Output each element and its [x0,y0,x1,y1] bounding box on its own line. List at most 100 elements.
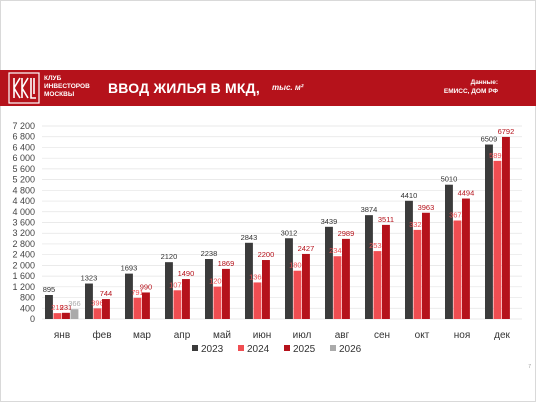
data-label: 6509 [481,135,498,144]
x-tick-label: янв [54,330,70,341]
bar-2025 [502,136,510,319]
page-number: 7 [528,364,531,370]
bar-2023 [205,259,213,319]
y-tick-label: 2 000 [12,260,35,270]
club-name: КЛУБ ИНВЕСТОРОВ МОСКВЫ [44,75,90,99]
data-label: 990 [140,282,153,291]
data-label: 5010 [441,175,458,184]
x-tick-label: фев [92,329,111,341]
x-tick-label: ноя [454,330,471,341]
y-tick-label: 800 [20,293,35,303]
bar-2023 [285,238,293,319]
bar-2024 [93,308,102,319]
data-label: 2238 [201,249,218,258]
bar-2025 [142,292,150,319]
bar-2024 [53,313,62,319]
y-tick-label: 1 200 [12,282,35,292]
source-line: Данные: [470,79,498,86]
bar-2024 [293,270,302,319]
source-line: ЕМИСС, ДОМ РФ [443,88,498,95]
data-label: 1801 [289,261,306,270]
data-label: 2200 [258,250,275,259]
data-label: 1323 [81,274,98,283]
data-label: 2342 [329,246,346,255]
data-label: 3439 [321,217,338,226]
bar-2025 [182,279,190,319]
legend-label: 2025 [293,344,316,355]
legend-label: 2026 [339,344,362,355]
bar-2024 [333,256,342,319]
data-label: 3874 [361,205,378,214]
data-label: 366 [68,299,81,308]
data-label: 3511 [378,215,394,224]
x-tick-label: авг [335,330,350,341]
data-label: 1208 [209,277,226,286]
bar-2025 [462,198,470,319]
bar-2023 [45,295,53,319]
data-source: Данные: ЕМИСС, ДОМ РФ [444,78,498,96]
bar-2023 [365,215,373,319]
y-tick-label: 6 000 [12,153,35,163]
data-label: 2120 [161,252,178,261]
data-label: 4410 [401,191,418,200]
bar-2024 [373,251,382,319]
data-label: 396 [91,298,104,307]
data-label: 2533 [369,241,386,250]
data-label: 5899 [489,151,506,160]
y-tick-label: 1 600 [12,271,35,281]
data-label: 1364 [249,272,266,281]
x-tick-label: окт [415,330,430,341]
data-label: 3324 [409,220,426,229]
title-unit: тыс. м² [272,83,304,92]
data-label: 3674 [449,211,466,220]
y-tick-label: 6 800 [12,132,35,142]
data-label: 1071 [169,280,186,289]
bar-2024 [173,290,182,319]
club-line: КЛУБ [44,75,62,82]
legend-label: 2023 [201,344,224,355]
x-tick-label: июн [253,330,272,341]
y-tick-label: 5 600 [12,164,35,174]
bar-2023 [245,242,253,319]
data-label: 1869 [218,259,235,268]
data-label: 791 [131,288,144,297]
bar-2025 [302,253,310,319]
club-line: МОСКВЫ [44,91,75,98]
y-tick-label: 400 [20,303,35,313]
bar-2024 [213,286,222,319]
club-line: ИНВЕСТОРОВ [44,83,90,90]
legend-label: 2024 [247,344,270,355]
bar-2023 [85,283,93,319]
y-tick-label: 7 200 [12,121,35,131]
bar-2023 [405,200,413,319]
y-tick-label: 0 [30,314,35,324]
y-tick-label: 4 000 [12,207,35,217]
data-label: 4494 [458,189,475,198]
data-label: 3012 [281,228,298,237]
data-label: 744 [100,289,113,298]
bar-2025 [102,299,110,319]
data-label: 2989 [338,229,355,238]
x-tick-label: апр [174,330,191,341]
x-tick-label: сен [374,330,390,341]
data-label: 231 [60,303,73,312]
bar-2024 [413,229,422,319]
y-tick-label: 3 200 [12,228,35,238]
legend-swatch-2026 [330,345,336,351]
x-tick-label: мар [133,330,151,341]
data-label: 1490 [178,269,195,278]
bar-2023 [325,226,333,319]
bar-2025 [62,312,70,319]
y-tick-label: 4 400 [12,196,35,206]
bar-2024 [133,297,142,319]
y-tick-label: 5 200 [12,175,35,185]
bar-2025 [422,212,430,319]
bar-2023 [445,184,453,319]
bar-2025 [382,224,390,319]
club-logo [8,72,40,104]
y-tick-label: 4 800 [12,185,35,195]
data-label: 219 [51,303,64,312]
bar-2025 [342,238,350,319]
bar-2024 [493,160,502,319]
legend-swatch-2025 [284,345,290,351]
